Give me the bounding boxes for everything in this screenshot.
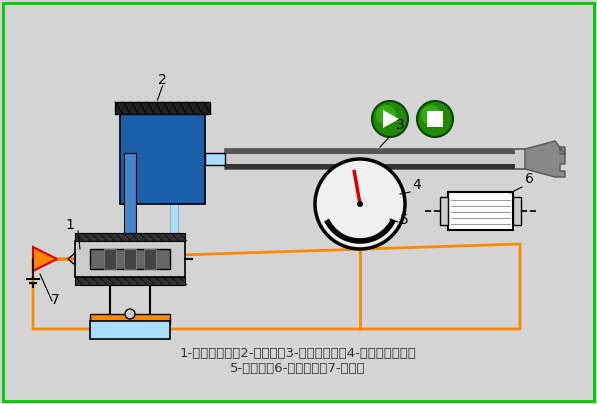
Polygon shape	[33, 247, 57, 271]
Circle shape	[315, 159, 405, 249]
Text: 4: 4	[412, 178, 421, 192]
Bar	[448, 192, 512, 230]
Bar	[104, 249, 116, 269]
Bar	[120, 176, 170, 184]
Text: 7: 7	[51, 293, 59, 307]
Bar	[90, 249, 170, 269]
Bar	[512, 197, 521, 225]
Bar	[225, 149, 535, 169]
Text: 1: 1	[66, 218, 75, 232]
Circle shape	[372, 101, 408, 137]
Text: 2: 2	[158, 73, 167, 87]
Circle shape	[421, 105, 441, 125]
Bar	[120, 192, 124, 204]
Bar	[427, 111, 443, 127]
Polygon shape	[525, 141, 565, 177]
Circle shape	[125, 309, 135, 319]
Bar	[115, 102, 210, 114]
Text: 5: 5	[400, 213, 409, 227]
Bar	[90, 314, 170, 324]
Bar	[90, 321, 170, 339]
Text: 1-电液伺服阀；2-液压缸；3-机械手手臂；4-齿轮齿条机构；
5-电位器；6-步进电机；7-放大器: 1-电液伺服阀；2-液压缸；3-机械手手臂；4-齿轮齿条机构； 5-电位器；6-…	[180, 347, 417, 375]
Text: 3: 3	[396, 118, 404, 132]
Bar	[144, 249, 156, 269]
Bar	[205, 153, 225, 165]
Bar	[144, 249, 156, 269]
Bar	[120, 114, 205, 204]
Bar	[439, 197, 448, 225]
Circle shape	[417, 101, 453, 137]
Bar	[170, 176, 178, 241]
Bar	[225, 164, 515, 169]
Bar	[124, 153, 136, 233]
Bar	[124, 249, 136, 269]
Polygon shape	[383, 110, 399, 128]
Bar	[104, 249, 116, 269]
Text: 6: 6	[525, 172, 534, 186]
Circle shape	[376, 105, 396, 125]
Bar	[75, 277, 185, 285]
Bar	[75, 233, 185, 241]
Bar	[75, 241, 185, 277]
Bar	[225, 149, 515, 154]
Circle shape	[357, 201, 363, 207]
Bar	[124, 144, 136, 204]
Bar	[124, 249, 136, 269]
